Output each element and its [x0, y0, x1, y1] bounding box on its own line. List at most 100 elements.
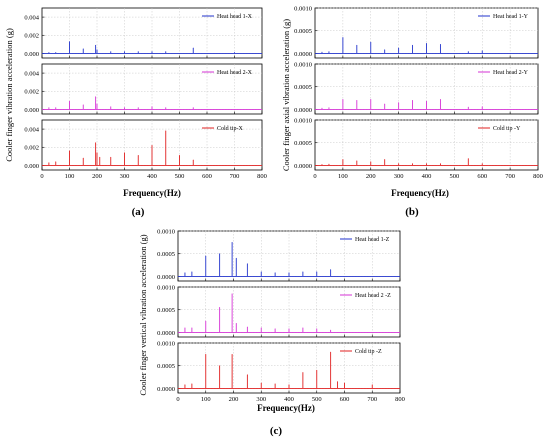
y-tick-label: 0.002: [24, 145, 39, 152]
x-tick-label: 600: [340, 396, 350, 403]
x-tick-label: 0: [176, 396, 179, 403]
data-point: [191, 327, 193, 329]
data-point: [467, 51, 469, 53]
data-point: [316, 271, 318, 273]
data-point: [370, 161, 372, 163]
y-tick-label: 0.004: [24, 14, 39, 21]
data-point: [137, 107, 139, 109]
data-point: [356, 44, 358, 46]
data-point: [321, 164, 323, 165]
legend-label: Cold tip -Y: [493, 126, 521, 132]
panel-a: Cooler finger vibration acceleration (g)…: [4, 28, 181, 218]
series-line: [42, 96, 262, 110]
data-point: [124, 51, 125, 53]
data-point: [110, 156, 112, 158]
data-point: [246, 326, 248, 328]
data-point: [192, 47, 194, 49]
panel-b-caption: (b): [405, 206, 419, 218]
data-point: [467, 158, 469, 160]
y-tick-label: 0.004: [24, 126, 39, 133]
legend-label: Cold tip -Z: [355, 349, 382, 355]
data-point: [95, 96, 97, 98]
data-point: [481, 163, 483, 165]
data-point: [151, 106, 153, 108]
y-tick-label: 0.0000: [157, 330, 175, 337]
data-point: [192, 159, 194, 161]
series-line: [315, 158, 538, 166]
x-tick-label: 0: [313, 173, 316, 180]
data-point: [356, 99, 358, 101]
data-point: [48, 52, 50, 53]
data-point: [330, 329, 332, 331]
y-tick-label: 0.000: [24, 107, 39, 114]
legend-label: Heat head 1-Z: [355, 237, 390, 243]
data-point: [99, 156, 101, 158]
subplot-cold-tip-x: 0.000 0.002 0.004 Cold tip-X 0 100 200 300 400 50…: [24, 119, 267, 180]
y-tick-label: 0.0010: [157, 340, 175, 347]
x-tick-label: 100: [201, 396, 211, 403]
data-point: [412, 163, 413, 165]
x-tick-label: 200: [229, 396, 239, 403]
data-point: [124, 107, 125, 109]
panel-c-xlabel: Frequency(Hz): [257, 403, 315, 413]
panel-b-ylabel: Cooler finger axial vibration accelerati…: [281, 19, 291, 171]
data-point: [48, 162, 50, 164]
data-point: [384, 49, 386, 51]
x-tick-label: 700: [230, 173, 240, 180]
panel-a-ylabel: Cooler finger vibration acceleration (g): [4, 28, 14, 162]
data-point: [440, 99, 441, 100]
data-point: [274, 272, 276, 274]
y-tick-label: 0.0005: [294, 84, 312, 91]
data-point: [246, 374, 248, 376]
y-tick-label: 0.0000: [294, 107, 312, 114]
data-point: [440, 163, 441, 165]
series-line: [315, 37, 538, 54]
data-point: [192, 107, 194, 109]
data-point: [151, 145, 153, 146]
panel-a-xlabel: Frequency(Hz): [123, 188, 181, 198]
legend-label: Heat head 2-X: [217, 70, 253, 76]
data-point: [191, 271, 193, 273]
data-point: [124, 152, 125, 154]
data-point: [165, 130, 167, 132]
data-point: [184, 384, 186, 386]
data-point: [110, 106, 112, 108]
data-point: [235, 257, 237, 259]
data-point: [467, 106, 469, 108]
data-point: [384, 103, 386, 105]
data-point: [426, 163, 427, 165]
data-point: [184, 327, 186, 329]
y-tick-label: 0.0000: [157, 386, 175, 393]
y-tick-label: 0.0005: [294, 28, 312, 35]
data-point: [481, 50, 483, 52]
data-point: [274, 383, 276, 385]
y-tick-label: 0.0005: [157, 363, 175, 370]
data-point: [95, 142, 97, 144]
y-tick-label: 0.0000: [157, 274, 175, 281]
x-tick-label: 300: [120, 173, 130, 180]
panel-a-caption: (a): [132, 206, 145, 218]
data-point: [328, 107, 330, 109]
data-point: [426, 43, 427, 44]
y-tick-label: 0.0010: [157, 228, 175, 235]
y-tick-label: 0.0000: [294, 51, 312, 58]
data-point: [260, 382, 262, 384]
x-tick-label: 700: [505, 173, 515, 180]
data-point: [205, 320, 207, 322]
data-point: [231, 241, 233, 243]
y-tick-label: 0.002: [24, 89, 39, 96]
subplot-heat-head-2--z: 0.0000 0.0005 0.0010 Heat head 2 -Z: [157, 284, 401, 338]
data-point: [288, 328, 290, 330]
data-point: [95, 44, 97, 46]
x-tick-label: 300: [394, 173, 404, 180]
x-tick-label: 100: [338, 173, 348, 180]
series-line: [42, 130, 262, 166]
data-point: [205, 255, 207, 257]
data-point: [370, 99, 372, 100]
data-point: [191, 383, 193, 385]
data-point: [82, 104, 84, 106]
panel-c: Cooler finger vertical vibration acceler…: [138, 234, 315, 437]
data-point: [82, 48, 84, 50]
x-tick-label: 800: [395, 396, 405, 403]
